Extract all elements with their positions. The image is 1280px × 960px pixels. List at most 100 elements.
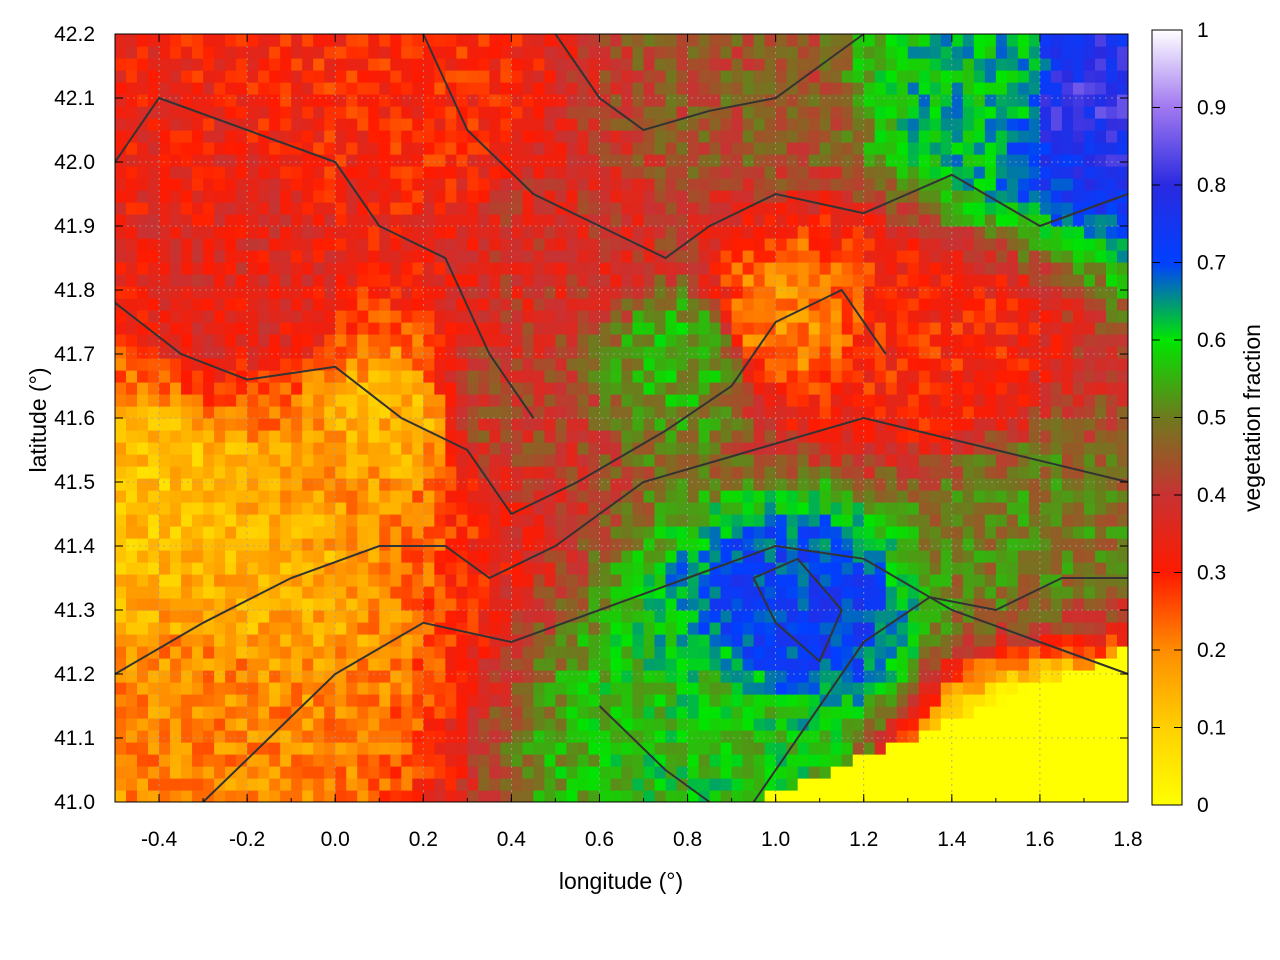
heatmap-cell	[753, 418, 766, 431]
heatmap-cell	[500, 358, 512, 371]
heatmap-cell	[1006, 262, 1019, 275]
heatmap-cell	[588, 610, 601, 623]
heatmap-cell	[665, 598, 678, 611]
heatmap-cell	[445, 586, 457, 599]
heatmap-cell	[1072, 790, 1085, 802]
heatmap-cell	[599, 394, 612, 407]
heatmap-cell	[401, 442, 413, 455]
heatmap-cell	[192, 610, 204, 623]
heatmap-cell	[335, 238, 347, 251]
heatmap-cell	[643, 250, 656, 263]
heatmap-cell	[115, 598, 127, 611]
heatmap-cell	[544, 730, 557, 743]
heatmap-cell	[346, 466, 358, 479]
heatmap-cell	[973, 694, 986, 707]
heatmap-cell	[962, 370, 975, 383]
heatmap-cell	[577, 718, 590, 731]
heatmap-cell	[247, 358, 259, 371]
heatmap-cell	[863, 670, 876, 683]
heatmap-cell	[1105, 226, 1118, 239]
heatmap-cell	[533, 262, 546, 275]
heatmap-cell	[1017, 790, 1030, 802]
heatmap-cell	[995, 490, 1008, 503]
heatmap-cell	[918, 550, 931, 563]
heatmap-cell	[533, 766, 546, 779]
heatmap-cell	[214, 346, 226, 359]
heatmap-cell	[434, 634, 446, 647]
heatmap-cell	[632, 214, 645, 227]
heatmap-cell	[203, 262, 215, 275]
heatmap-cell	[302, 574, 314, 587]
heatmap-cell	[599, 310, 612, 323]
heatmap-cell	[544, 250, 557, 263]
heatmap-cell	[137, 610, 149, 623]
heatmap-cell	[1028, 202, 1041, 215]
heatmap-cell	[544, 502, 557, 515]
heatmap-cell	[973, 646, 986, 659]
heatmap-cell	[1072, 502, 1085, 515]
heatmap-cell	[951, 214, 964, 227]
heatmap-cell	[1072, 226, 1085, 239]
heatmap-cell	[478, 586, 490, 599]
heatmap-cell	[467, 370, 479, 383]
heatmap-cell	[401, 538, 413, 551]
heatmap-cell	[335, 646, 347, 659]
heatmap-cell	[533, 298, 546, 311]
heatmap-cell	[1083, 382, 1096, 395]
heatmap-cell	[742, 478, 755, 491]
heatmap-cell	[412, 190, 424, 203]
heatmap-cell	[357, 586, 369, 599]
heatmap-cell	[1061, 694, 1074, 707]
heatmap-cell	[764, 346, 777, 359]
heatmap-cell	[995, 346, 1008, 359]
heatmap-cell	[390, 694, 402, 707]
heatmap-cell	[412, 586, 424, 599]
heatmap-cell	[907, 190, 920, 203]
heatmap-cell	[709, 586, 722, 599]
heatmap-cell	[819, 538, 832, 551]
heatmap-cell	[170, 766, 182, 779]
heatmap-cell	[445, 658, 457, 671]
heatmap-cell	[445, 754, 457, 767]
heatmap-cell	[1105, 778, 1118, 791]
heatmap-cell	[995, 250, 1008, 263]
heatmap-cell	[654, 370, 667, 383]
heatmap-cell	[346, 682, 358, 695]
heatmap-cell	[1017, 430, 1030, 443]
heatmap-cell	[962, 634, 975, 647]
heatmap-cell	[170, 442, 182, 455]
heatmap-cell	[489, 706, 501, 719]
heatmap-cell	[291, 730, 303, 743]
heatmap-cell	[346, 238, 358, 251]
heatmap-cell	[1039, 202, 1052, 215]
heatmap-cell	[709, 466, 722, 479]
heatmap-cell	[577, 370, 590, 383]
heatmap-cell	[544, 166, 557, 179]
heatmap-cell	[247, 574, 259, 587]
heatmap-cell	[170, 454, 182, 467]
heatmap-cell	[335, 730, 347, 743]
heatmap-cell	[1105, 346, 1118, 359]
heatmap-cell	[291, 682, 303, 695]
heatmap-cell	[610, 550, 623, 563]
heatmap-cell	[489, 754, 501, 767]
heatmap-cell	[225, 430, 237, 443]
heatmap-cell	[687, 358, 700, 371]
heatmap-cell	[544, 298, 557, 311]
heatmap-cell	[467, 538, 479, 551]
heatmap-cell	[1083, 178, 1096, 191]
heatmap-cell	[258, 358, 270, 371]
heatmap-cell	[115, 382, 127, 395]
heatmap-cell	[225, 634, 237, 647]
heatmap-cell	[489, 742, 501, 755]
heatmap-cell	[610, 358, 623, 371]
heatmap-cell	[566, 286, 579, 299]
heatmap-cell	[577, 250, 590, 263]
heatmap-cell	[797, 730, 810, 743]
heatmap-cell	[544, 430, 557, 443]
heatmap-cell	[368, 418, 380, 431]
heatmap-cell	[214, 430, 226, 443]
heatmap-cell	[577, 190, 590, 203]
heatmap-cell	[885, 154, 898, 167]
heatmap-cell	[1105, 370, 1118, 383]
